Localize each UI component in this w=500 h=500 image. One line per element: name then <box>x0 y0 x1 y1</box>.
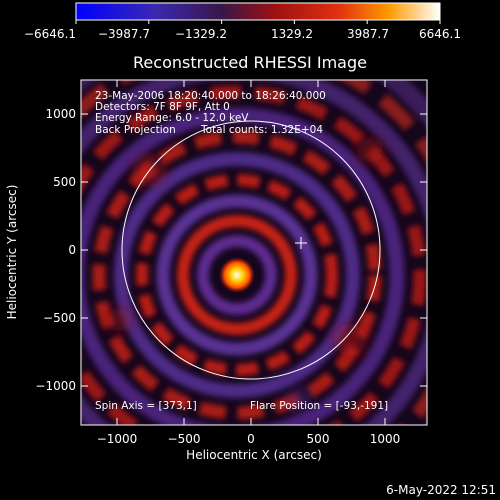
method-label: Back Projection <box>95 124 176 136</box>
plot-title: Reconstructed RHESSI Image <box>133 53 367 72</box>
y-tick-label: 0 <box>68 243 76 257</box>
energy-range-label: Energy Range: 6.0 - 12.0 keV <box>95 112 249 124</box>
y-tick-label: 500 <box>53 175 76 189</box>
x-tick-label: 1000 <box>370 432 401 446</box>
total-counts-label: Total counts: 1.32E+04 <box>200 124 323 136</box>
colorbar: −6646.1 −3987.7 −1329.2 1329.2 3987.7 66… <box>24 2 461 41</box>
plot-frame <box>80 79 428 426</box>
flare-source <box>219 257 255 293</box>
generation-date: 6-May-2022 12:51 <box>386 483 496 497</box>
y-tick-label: 1000 <box>45 107 76 121</box>
x-tick-label: 0 <box>247 432 255 446</box>
spin-axis-label: Spin Axis = [373,1] <box>95 400 197 412</box>
back-projection-rings <box>81 80 427 425</box>
y-tick-label: −1000 <box>35 379 76 393</box>
x-tick-label: 500 <box>307 432 330 446</box>
spin-axis-marker <box>295 237 307 249</box>
axis-ticks <box>81 80 427 425</box>
image-plot-area <box>81 80 427 425</box>
colorbar-tick-label: 6646.1 <box>419 27 461 41</box>
colorbar-ticks <box>75 20 441 24</box>
detectors-label: Detectors: 7F 8F 9F, Att 0 <box>95 101 230 113</box>
colorbar-gradient <box>75 2 441 21</box>
flare-position-label: Flare Position = [-93,-191] <box>250 400 388 412</box>
colorbar-tick-label: −6646.1 <box>24 27 76 41</box>
time-range-label: 23-May-2006 18:20:40.000 to 18:26:40.000 <box>95 90 326 102</box>
colorbar-tick-label: 1329.2 <box>271 27 313 41</box>
colorbar-tick-label: −1329.2 <box>175 27 227 41</box>
colorbar-tick-label: −3987.7 <box>98 27 150 41</box>
colorbar-tick-label: 3987.7 <box>347 27 389 41</box>
y-tick-label: −500 <box>43 311 76 325</box>
x-tick-label: −1000 <box>97 432 138 446</box>
x-axis-title: Heliocentric X (arcsec) <box>186 448 322 462</box>
solar-limb-circle <box>121 120 381 380</box>
y-axis-title: Heliocentric Y (arcsec) <box>5 185 19 320</box>
x-tick-label: −500 <box>168 432 201 446</box>
